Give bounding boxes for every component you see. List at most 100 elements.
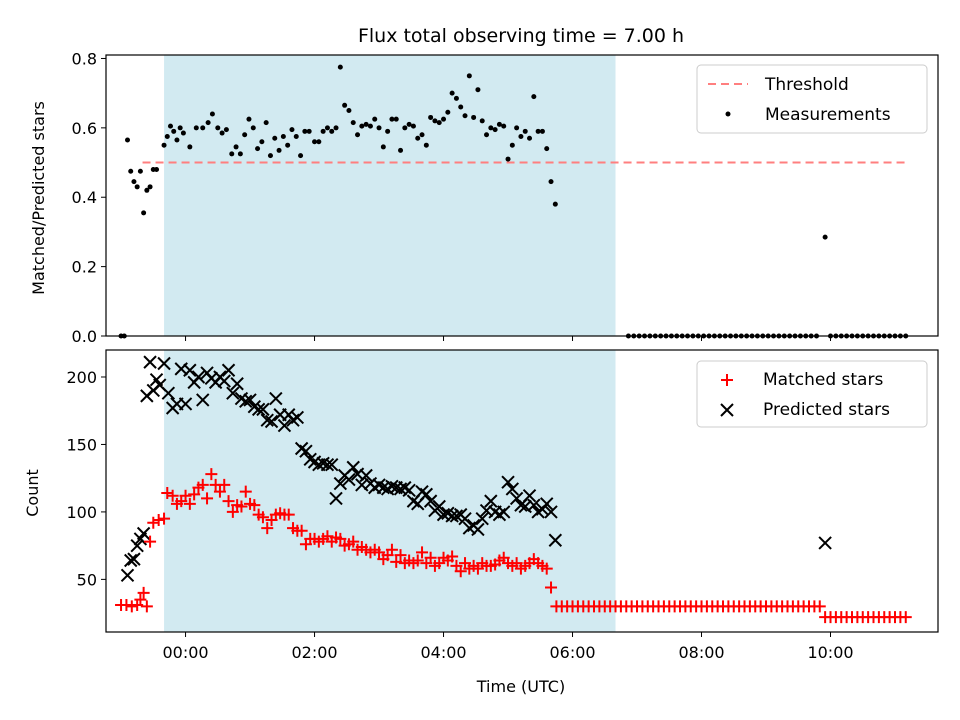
matched-star-point [226, 505, 239, 518]
predicted-star-point [136, 526, 151, 541]
measurement-point [200, 125, 206, 131]
measurement-point [432, 118, 438, 124]
measurement-point [246, 116, 252, 122]
matched-star-point [235, 500, 248, 513]
measurement-point [509, 142, 515, 148]
measurement-point [255, 146, 261, 152]
ratio-ytick-label: 0.2 [72, 258, 97, 277]
predicted-star-point [239, 394, 253, 408]
matched-star-point [205, 468, 218, 481]
measurement-point [223, 127, 229, 133]
ratio-x-ticks [185, 336, 832, 341]
predicted-star-point [260, 413, 274, 427]
measurement-point [180, 130, 186, 136]
measurement-point [475, 87, 481, 93]
measurement-point [466, 73, 472, 79]
measurement-point [548, 179, 554, 185]
measurement-point [144, 187, 150, 193]
predicted-star-point [527, 498, 541, 512]
matched-star-point [147, 516, 160, 529]
predicted-star-point [320, 457, 335, 472]
measurement-point [471, 114, 477, 120]
ratio-y-axis-label: Matched/Predicted stars [29, 101, 48, 295]
measurement-point [350, 120, 356, 126]
measurement-point [324, 125, 330, 131]
measurement-point [458, 104, 464, 110]
measurement-point [385, 128, 391, 134]
matched-star-point [137, 586, 150, 599]
predicted-star-point [143, 355, 157, 369]
predicted-star-point [183, 363, 197, 377]
matched-star-point [545, 581, 558, 594]
predicted-star-point [419, 487, 434, 502]
matched-star-point [813, 600, 826, 613]
measurement-point [137, 168, 143, 174]
matched-star-point [394, 549, 407, 562]
measurement-point [209, 111, 215, 117]
legend-matched-swatch [721, 374, 733, 386]
measurement-point [410, 123, 416, 129]
legend-threshold-label: Threshold [764, 75, 849, 95]
measurement-point [298, 153, 304, 159]
matched-star-point [196, 478, 209, 491]
matched-star-point [282, 508, 295, 521]
measurement-point [263, 120, 269, 126]
measurement-point [250, 125, 256, 131]
predicted-star-point [458, 511, 472, 526]
measurement-point [496, 121, 502, 127]
measurement-point [453, 95, 459, 101]
measurement-point [280, 134, 286, 140]
predicted-star-point [217, 374, 231, 388]
predicted-star-point [501, 475, 515, 489]
predicted-star-point [449, 509, 464, 523]
measurement-point [376, 125, 382, 131]
predicted-star-point [127, 552, 141, 566]
predicted-star-point [157, 356, 171, 371]
count-y-ticks: 50 100 150 200 [66, 368, 106, 589]
measurement-point [436, 120, 442, 126]
matched-star-point [179, 489, 192, 502]
predicted-star-point [277, 418, 292, 433]
matched-star-point [222, 495, 235, 508]
measurement-point [174, 137, 180, 143]
matched-star-point [446, 550, 459, 563]
measurement-point [822, 234, 828, 240]
predicted-star-point [251, 402, 266, 417]
predicted-star-point [432, 499, 446, 514]
matched-star-point [152, 514, 165, 527]
measurement-point [272, 135, 278, 141]
matched-star-point [416, 546, 429, 559]
measurement-point [193, 125, 199, 131]
measurement-point [177, 125, 183, 131]
matched-star-point [166, 489, 179, 502]
predicted-star-point [505, 482, 520, 496]
measurement-point [342, 102, 348, 108]
count-ytick-label: 100 [66, 503, 97, 522]
measurement-point [306, 128, 312, 134]
measurement-point [359, 123, 365, 129]
measurement-point [134, 184, 140, 190]
matched-star-point [125, 600, 138, 613]
predicted-star-point [544, 505, 558, 519]
matched-star-point [248, 499, 261, 512]
measurement-point [389, 116, 395, 122]
measurement-point [441, 116, 447, 122]
predicted-star-point [471, 522, 485, 537]
predicted-star-point [342, 472, 356, 487]
matched-star-point [158, 512, 171, 525]
ratio-ytick-label: 0.8 [72, 49, 97, 68]
measurement-point [259, 139, 265, 145]
measurement-point [219, 130, 225, 136]
measurement-point [346, 108, 352, 114]
legend-predicted-label: Predicted stars [763, 400, 890, 420]
measurement-point [514, 125, 520, 131]
predicted-star-point [256, 402, 270, 417]
measurement-point [141, 210, 147, 216]
ratio-ytick-label: 0.4 [72, 188, 97, 207]
legend-matched-label: Matched stars [763, 370, 883, 390]
measurement-point [293, 134, 299, 140]
predicted-star-point [333, 476, 348, 491]
ratio-ytick-label: 0.0 [72, 327, 97, 346]
measurement-point [552, 201, 558, 207]
count-legend: Matched stars Predicted stars [696, 360, 928, 428]
